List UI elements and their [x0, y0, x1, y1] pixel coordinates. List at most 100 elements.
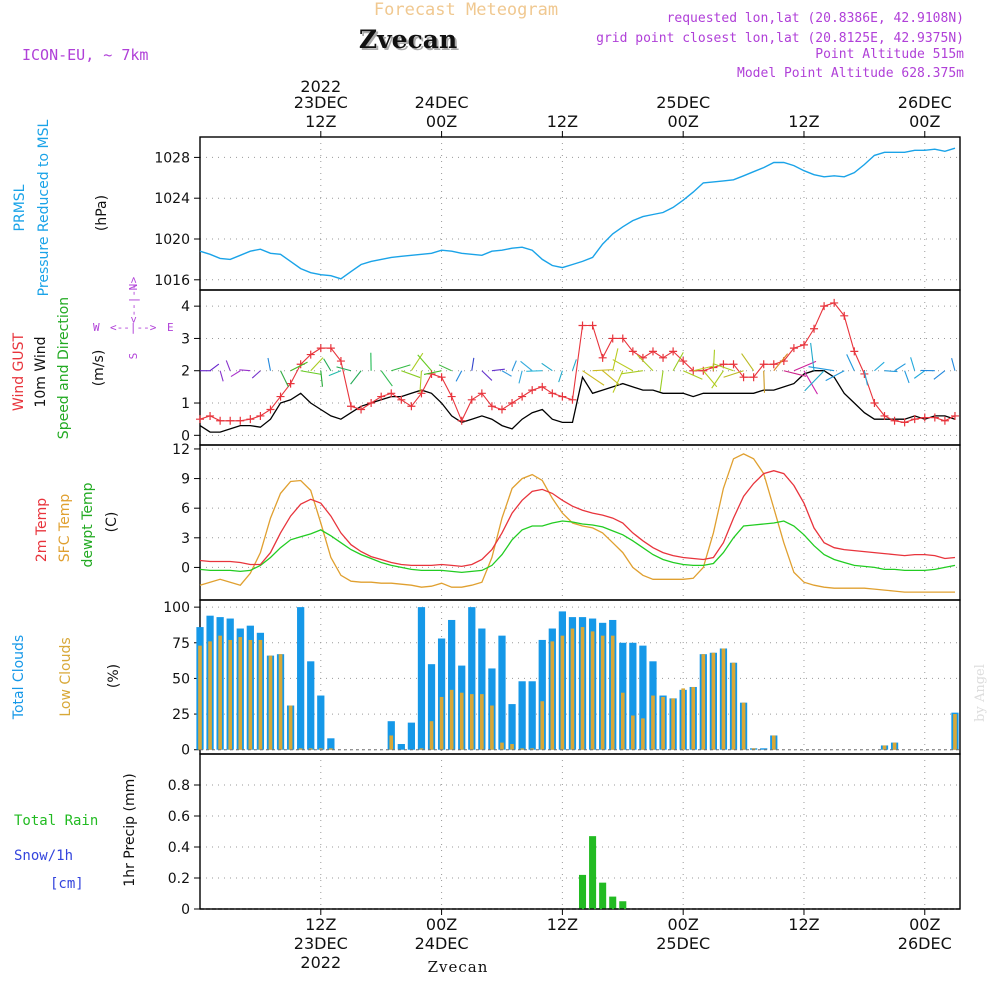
top-time-label: 26DEC [898, 93, 952, 112]
wind-speed-line [199, 370, 956, 433]
y-tick-label: 100 [163, 600, 190, 616]
gust-marker [346, 402, 355, 411]
gust-marker [266, 405, 275, 414]
wind-panel-labels: Wind GUST 10m Wind Speed and Direction (… [11, 276, 174, 439]
gust-marker [759, 360, 768, 369]
gust-marker [930, 413, 939, 422]
top-time-label: 24DEC [415, 93, 469, 112]
gust-marker [206, 411, 215, 420]
wind-direction-arrow [417, 354, 432, 372]
y-tick-label: 2 [181, 364, 190, 380]
wind-panel: 0 1 2 3 4 [181, 290, 961, 446]
total-cloud-bar [760, 748, 768, 750]
gust-marker [659, 353, 668, 362]
gust-marker [890, 416, 899, 425]
temp-2m-label: 2m Temp [34, 498, 50, 562]
rain-label: Total Rain [14, 813, 98, 829]
wind-direction-arrow [239, 369, 251, 372]
gust-marker [196, 415, 204, 424]
wind-direction-arrow [592, 369, 614, 372]
pressure-label-line2: Pressure Reduced to MSL [36, 119, 52, 296]
low-cloud-bar [298, 748, 303, 750]
temperature-panel: 0 3 6 9 12 [172, 442, 961, 601]
precip-axis-label: 1hr Precip (mm) [122, 773, 138, 886]
gust-marker [850, 347, 859, 356]
y-tick-label: 0 [181, 902, 190, 918]
low-cloud-bar [459, 692, 464, 750]
low-cloud-bar [741, 702, 746, 750]
low-cloud-bar [892, 742, 897, 750]
low-cloud-bar [469, 694, 474, 750]
wind-direction-arrow [904, 370, 910, 384]
precipitation-panel: 0 0.2 0.4 0.6 0.8 [168, 753, 961, 918]
pressure-panel: 1016 1020 1024 1028 [154, 136, 961, 291]
wind-direction-arrow [401, 370, 421, 379]
wind-direction-arrow [693, 365, 713, 372]
low-cloud-bar [671, 698, 675, 750]
requested-coords: requested lon,lat (20.8386E, 42.9108N) [667, 11, 964, 26]
gust-marker [447, 392, 456, 401]
wind-direction-arrow [773, 353, 789, 372]
top-time-label: 25DEC [656, 93, 710, 112]
wind-direction-arrow [391, 364, 411, 372]
total-cloud-bar [448, 619, 456, 750]
bottom-time-label: 00Z [668, 915, 699, 934]
gust-marker [216, 416, 225, 425]
snow-label: Snow/1h [14, 848, 73, 864]
temp-dewpt-label: dewpt Temp [80, 482, 96, 567]
gust-marker [387, 389, 396, 398]
total-cloud-bar [317, 695, 325, 750]
low-cloud-bar [651, 695, 655, 750]
wind-unit-label: (m/s) [91, 350, 107, 387]
low-cloud-bar [631, 715, 635, 750]
wind-direction-arrow [501, 370, 512, 377]
low-cloud-bar [268, 655, 273, 750]
gust-marker [628, 347, 637, 356]
y-tick-label: 12 [172, 442, 190, 458]
gust-marker [689, 366, 698, 375]
low-cloud-bar [590, 631, 595, 750]
low-cloud-bar [560, 635, 565, 750]
y-tick-label: 1020 [154, 232, 190, 248]
wind-direction-arrow [804, 370, 825, 392]
wind-direction-arrow [741, 353, 755, 372]
gust-marker [588, 321, 597, 330]
wind-direction-arrow [310, 357, 324, 372]
point-altitude: Point Altitude 515m [815, 47, 964, 62]
wind-direction-arrow [251, 370, 261, 379]
gust-marker [679, 357, 688, 366]
wind-direction-arrow [410, 352, 424, 372]
y-tick-label: 9 [181, 472, 190, 488]
gridpoint-coords: grid point closest lon,lat (20.8125E, 42… [596, 31, 964, 46]
low-cloud-bar [439, 696, 444, 750]
gust-marker [669, 347, 678, 356]
model-altitude: Model Point Altitude 628.375m [737, 66, 964, 81]
gust-marker [538, 382, 547, 391]
wind-direction-arrow [913, 370, 926, 379]
total-cloud-bar [518, 681, 526, 750]
panel-frame [199, 136, 961, 291]
total-cloud-bar [427, 664, 436, 750]
total-cloud-bar [538, 639, 546, 750]
cloud-panel-labels: Total Clouds Low Clouds (%) [11, 635, 122, 720]
compass-south: S [127, 353, 140, 360]
gust-marker [457, 416, 466, 425]
bottom-time-label: 00Z [909, 915, 940, 934]
wind-direction-arrow [910, 357, 916, 371]
low-cloud-bar [530, 748, 534, 750]
low-cloud-bar [641, 718, 645, 750]
panel-frame [199, 444, 961, 601]
top-time-label: 12Z [305, 112, 336, 131]
y-tick-label: 0 [181, 560, 190, 576]
gust-marker [407, 402, 416, 411]
pressure-line [199, 147, 956, 280]
gust-marker [326, 344, 335, 353]
gust-marker [739, 373, 748, 382]
low-cloud-bar [510, 744, 514, 750]
low-cloud-bar [751, 748, 756, 750]
total-cloud-bar [478, 628, 486, 750]
bottom-time-label: 00Z [426, 915, 457, 934]
gust-marker [467, 395, 476, 404]
